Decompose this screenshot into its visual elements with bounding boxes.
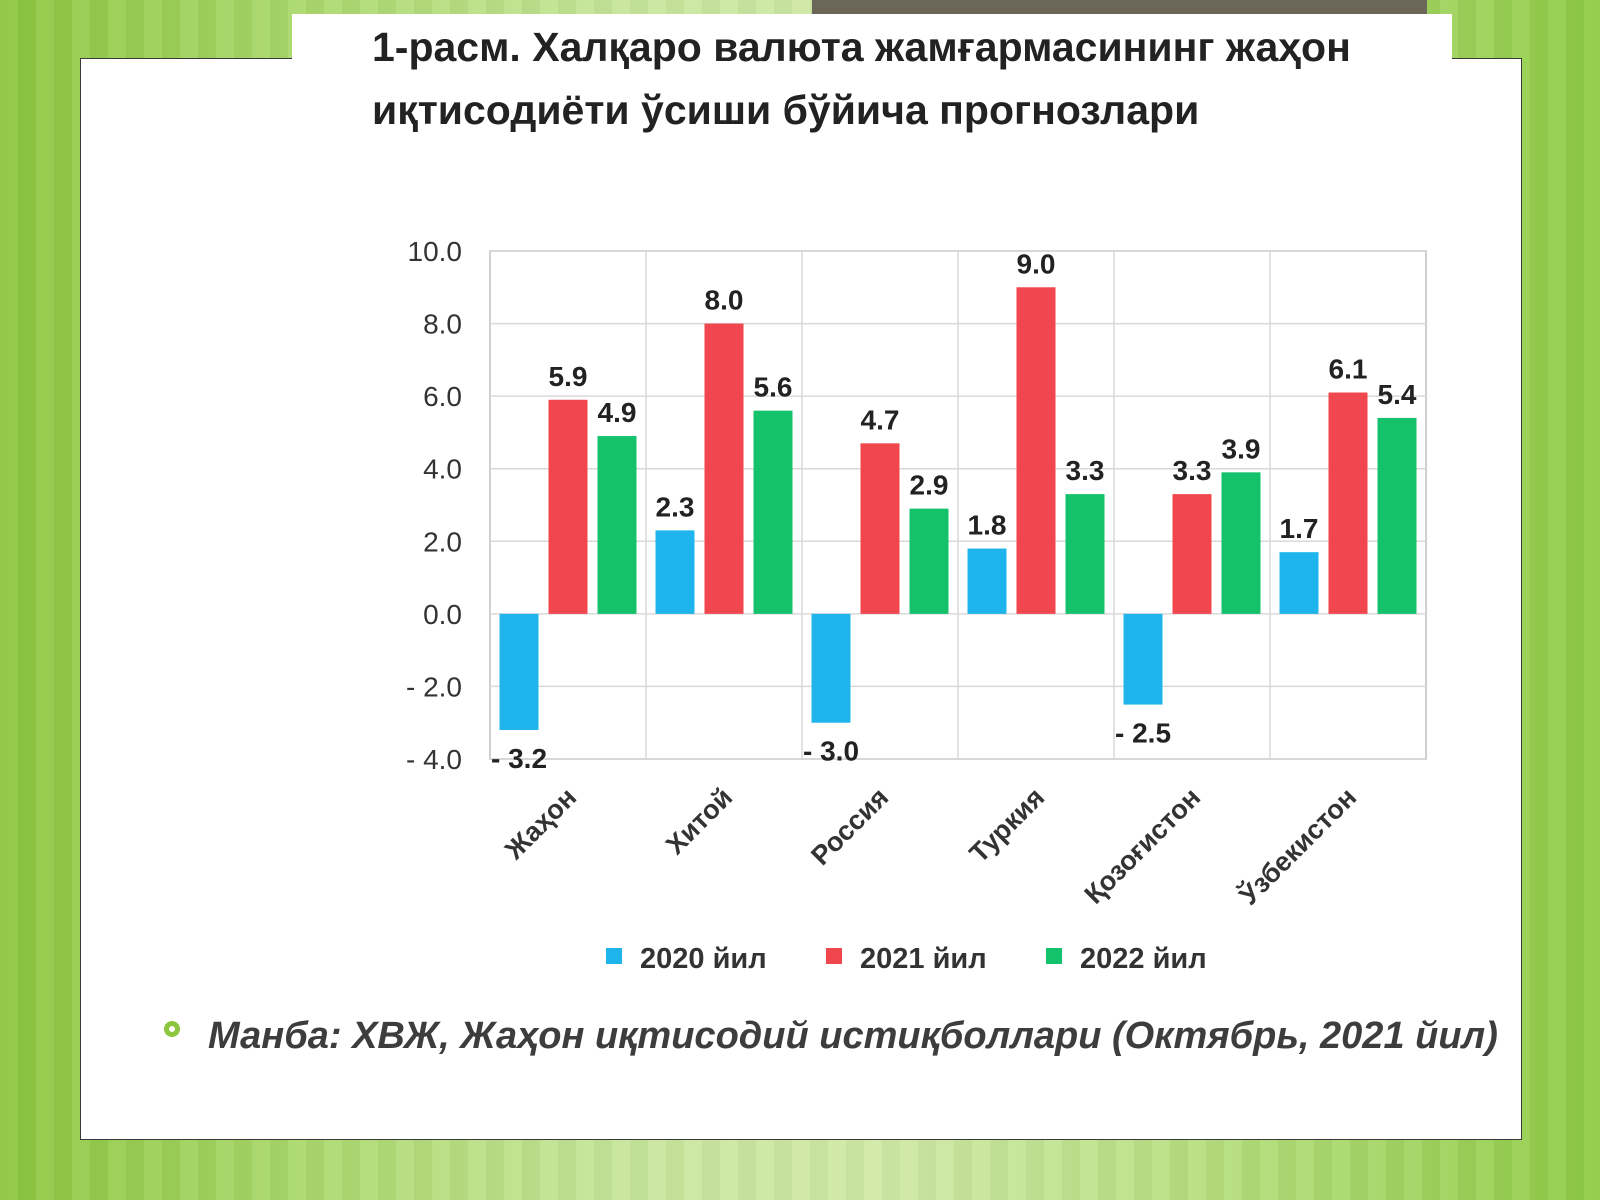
chart-title: 1-расм. Халқаро валюта жамғармасининг жа… bbox=[372, 24, 1351, 133]
bar bbox=[967, 548, 1007, 614]
legend-swatch bbox=[1046, 948, 1062, 964]
data-label: 6.1 bbox=[1329, 354, 1368, 385]
data-label: 5.9 bbox=[549, 361, 588, 392]
x-category-label: Хитой bbox=[660, 782, 738, 860]
bar bbox=[655, 530, 695, 614]
bar bbox=[1328, 392, 1368, 614]
bar bbox=[548, 399, 588, 614]
data-label: 2.3 bbox=[656, 491, 695, 522]
x-category-label: Россия bbox=[805, 782, 894, 871]
bar bbox=[1221, 472, 1261, 614]
legend-label: 2020 йил bbox=[640, 943, 767, 975]
bar bbox=[860, 443, 900, 614]
data-label: 5.4 bbox=[1378, 379, 1417, 410]
x-category-label: Туркия bbox=[964, 782, 1051, 869]
data-label: 5.6 bbox=[754, 372, 793, 403]
bar bbox=[1279, 552, 1319, 614]
x-category-label: Ўзбекистон bbox=[1231, 781, 1362, 912]
data-label: 3.9 bbox=[1222, 433, 1261, 464]
bar bbox=[1123, 613, 1163, 705]
data-label: 1.7 bbox=[1280, 513, 1319, 544]
top-dark-bar bbox=[812, 0, 1427, 14]
legend-swatch bbox=[826, 948, 842, 964]
y-tick-label: - 2.0 bbox=[406, 671, 462, 702]
bar bbox=[1016, 287, 1056, 614]
bar bbox=[811, 613, 851, 723]
y-tick-label: 4.0 bbox=[423, 454, 462, 485]
bar bbox=[1377, 417, 1417, 614]
data-label: 3.3 bbox=[1173, 455, 1212, 486]
legend-label: 2022 йил bbox=[1080, 943, 1207, 975]
source-note: Манба: ХВЖ, Жаҳон иқтисодий истиқболлари… bbox=[208, 1015, 1498, 1057]
data-label: 3.3 bbox=[1066, 455, 1105, 486]
bar bbox=[499, 613, 539, 730]
data-label: 4.7 bbox=[861, 404, 900, 435]
y-tick-label: 8.0 bbox=[423, 309, 462, 340]
y-tick-label: - 4.0 bbox=[406, 744, 462, 775]
y-tick-label: 2.0 bbox=[423, 526, 462, 557]
bullet-icon bbox=[164, 1021, 180, 1037]
legend-label: 2021 йил bbox=[860, 943, 987, 975]
data-label: - 3.2 bbox=[491, 743, 547, 774]
title-tab bbox=[292, 14, 1452, 64]
x-category-label: Жаҳон bbox=[498, 782, 582, 866]
data-label: 9.0 bbox=[1017, 248, 1056, 279]
bar bbox=[704, 323, 744, 614]
bar bbox=[909, 508, 949, 614]
y-tick-label: 6.0 bbox=[423, 381, 462, 412]
data-label: 2.9 bbox=[910, 470, 949, 501]
data-label: 8.0 bbox=[705, 285, 744, 316]
bar bbox=[1065, 494, 1105, 614]
bar bbox=[753, 410, 793, 614]
data-label: - 3.0 bbox=[803, 736, 859, 767]
x-category-label: Қозоғистон bbox=[1079, 782, 1207, 910]
bar bbox=[1172, 494, 1212, 614]
data-label: - 2.5 bbox=[1115, 718, 1171, 749]
y-tick-label: 10.0 bbox=[408, 236, 463, 267]
data-label: 4.9 bbox=[598, 397, 637, 428]
legend-swatch bbox=[606, 948, 622, 964]
y-tick-label: 0.0 bbox=[423, 599, 462, 630]
bar bbox=[597, 436, 637, 614]
data-label: 1.8 bbox=[968, 510, 1007, 541]
